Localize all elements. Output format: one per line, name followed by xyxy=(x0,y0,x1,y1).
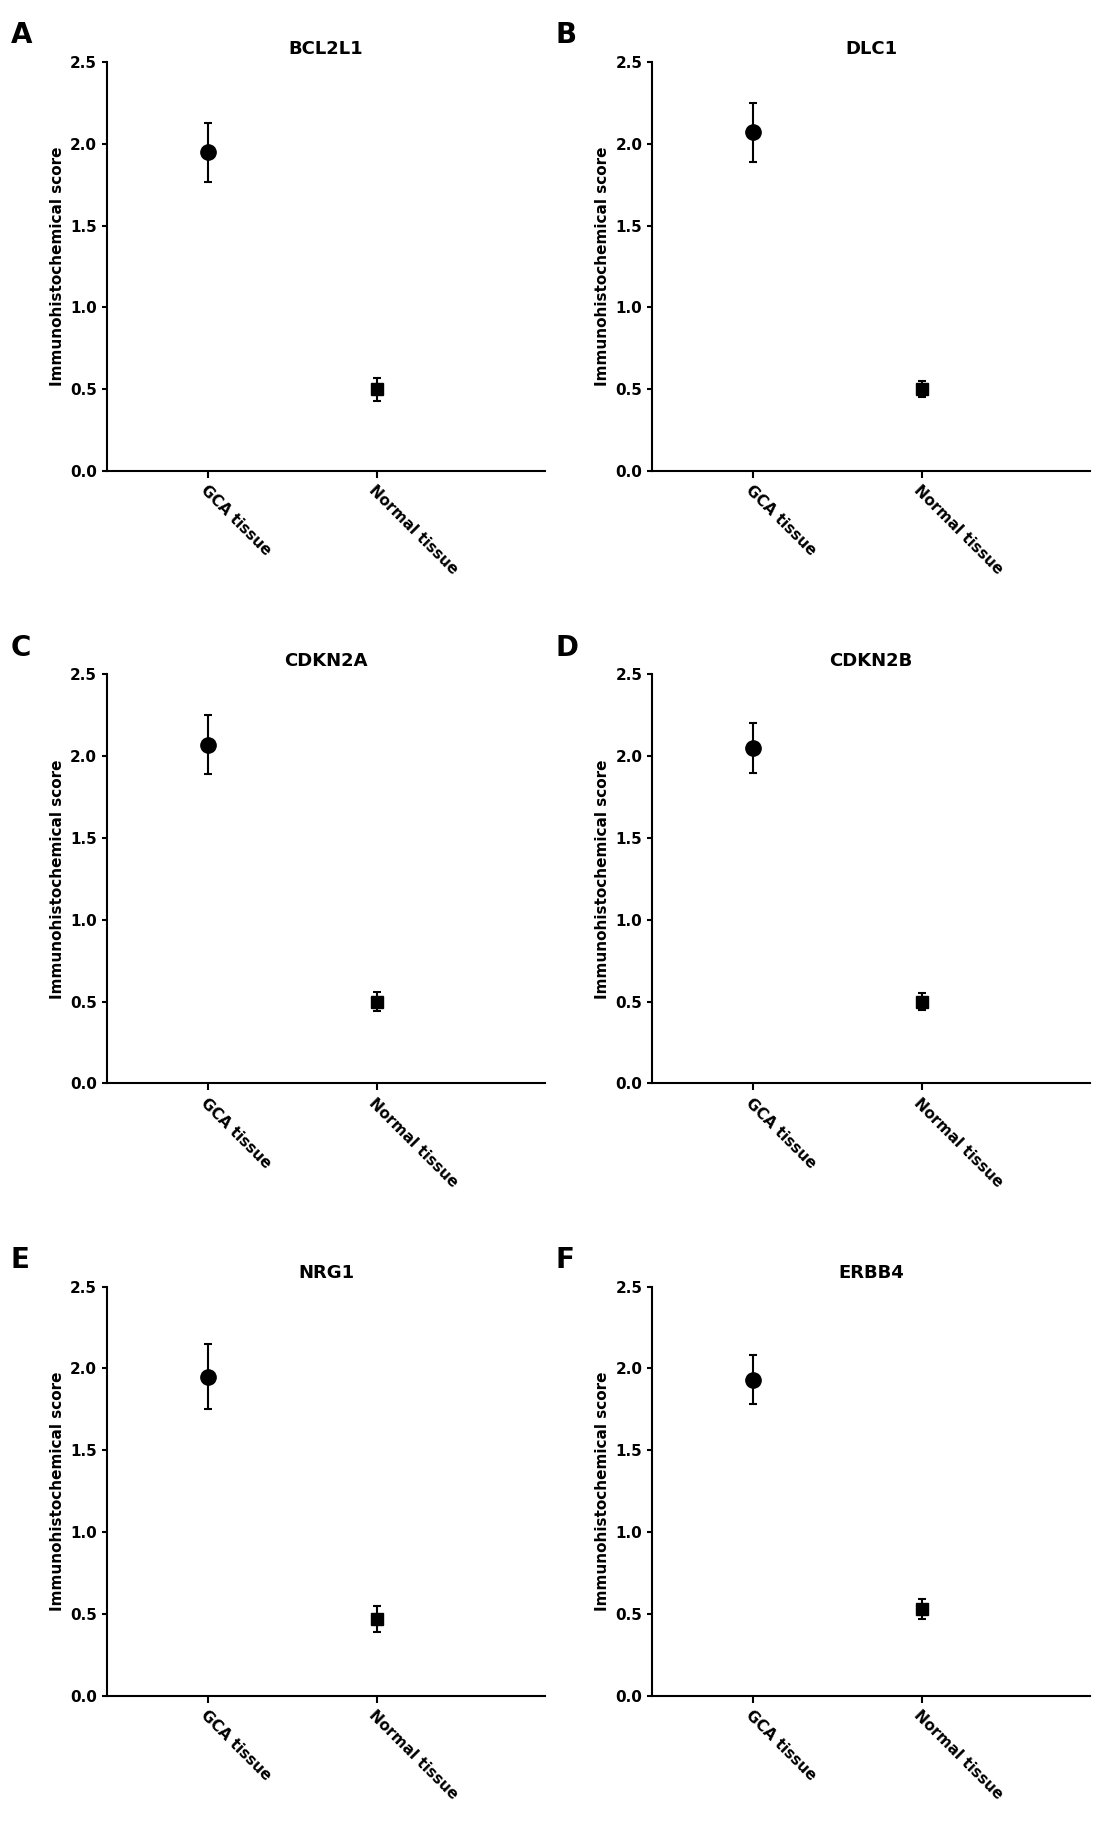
Y-axis label: Immunohistochemical score: Immunohistochemical score xyxy=(50,758,64,999)
Y-axis label: Immunohistochemical score: Immunohistochemical score xyxy=(594,1371,610,1612)
Text: B: B xyxy=(556,22,577,49)
Text: C: C xyxy=(10,634,31,662)
Title: BCL2L1: BCL2L1 xyxy=(289,40,363,58)
Y-axis label: Immunohistochemical score: Immunohistochemical score xyxy=(50,148,64,386)
Text: F: F xyxy=(556,1245,574,1274)
Title: NRG1: NRG1 xyxy=(298,1265,354,1282)
Title: DLC1: DLC1 xyxy=(845,40,898,58)
Y-axis label: Immunohistochemical score: Immunohistochemical score xyxy=(594,758,610,999)
Y-axis label: Immunohistochemical score: Immunohistochemical score xyxy=(594,148,610,386)
Title: CDKN2A: CDKN2A xyxy=(284,653,368,671)
Y-axis label: Immunohistochemical score: Immunohistochemical score xyxy=(50,1371,64,1612)
Text: E: E xyxy=(10,1245,29,1274)
Title: ERBB4: ERBB4 xyxy=(838,1265,904,1282)
Text: A: A xyxy=(10,22,32,49)
Title: CDKN2B: CDKN2B xyxy=(830,653,913,671)
Text: D: D xyxy=(556,634,579,662)
